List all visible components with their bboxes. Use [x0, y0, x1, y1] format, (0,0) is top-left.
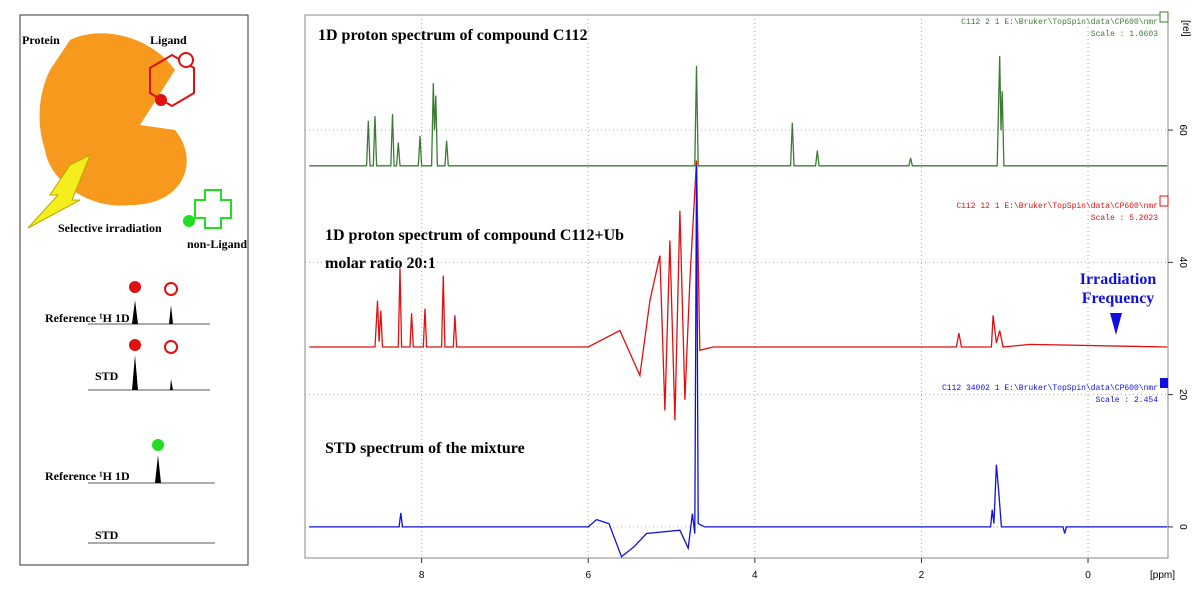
- ligand-dot-hollow: [164, 282, 178, 296]
- ligand-dot: [129, 339, 141, 351]
- annotation: molar ratio 20:1: [325, 255, 436, 272]
- x-tick-label: 8: [419, 570, 425, 581]
- x-tick-label: 4: [752, 570, 758, 581]
- spectrum-label: Reference ¹H 1D: [45, 311, 130, 325]
- spectrum-line: [309, 55, 1168, 167]
- series-scale: Scale : 5.2023: [1091, 214, 1158, 223]
- series-marker: [1159, 11, 1169, 23]
- spectrum-label: Reference ¹H 1D: [45, 469, 130, 483]
- ligand-dot-hollow: [164, 340, 178, 354]
- non-ligand-dot: [183, 215, 195, 227]
- mini-peaks: [132, 300, 173, 483]
- series-scale: Scale : 1.0603: [1091, 30, 1158, 39]
- y-tick-label: 0: [1177, 524, 1188, 530]
- x-axis-label: [ppm]: [1150, 570, 1175, 581]
- series-marker: [1160, 378, 1168, 388]
- non-ligand-shape: [194, 189, 232, 229]
- series-label: STD spectrum of the mixture: [325, 440, 525, 457]
- plot-frame: [304, 14, 1169, 559]
- y-tick-label: 40: [1177, 257, 1188, 269]
- y-tick-label: 20: [1177, 389, 1188, 401]
- x-tick-label: 0: [1085, 570, 1091, 581]
- mini-spectra: [88, 323, 215, 544]
- ligand-ring: [149, 53, 195, 108]
- protein-label: Protein: [22, 33, 60, 47]
- spectrum-line: [309, 160, 1168, 421]
- y-tick-label: 60: [1177, 125, 1188, 137]
- series-info: C112 34002 1 E:\Bruker\TopSpin\data\CP60…: [942, 384, 1158, 393]
- lightning: [27, 153, 91, 229]
- non-ligand-label: non-Ligand: [187, 237, 247, 251]
- series-marker: [1159, 195, 1169, 207]
- x-tick-label: 6: [585, 570, 591, 581]
- non-ligand-dot: [152, 439, 164, 451]
- annotation: Frequency: [1082, 290, 1155, 307]
- ligand-label: Ligand: [150, 33, 187, 47]
- x-tick-label: 2: [919, 570, 925, 581]
- series-info: C112 2 1 E:\Bruker\TopSpin\data\CP600\nm…: [961, 18, 1158, 27]
- annotation: Irradiation: [1080, 271, 1157, 288]
- spectrum-label: STD: [95, 369, 119, 383]
- irradiation-arrow: [1110, 313, 1122, 335]
- series-label: 1D proton spectrum of compound C112+Ub: [325, 227, 624, 244]
- ligand-dot-hollow: [178, 52, 194, 68]
- y-axis-label: [rel]: [1180, 20, 1191, 37]
- series-info: C112 12 1 E:\Bruker\TopSpin\data\CP600\n…: [956, 202, 1158, 211]
- ligand-dot: [129, 281, 141, 293]
- ligand-dot: [155, 94, 167, 106]
- spectrum-label: STD: [95, 528, 119, 542]
- irradiation-label: Selective irradiation: [58, 221, 162, 235]
- series-scale: Scale : 2.454: [1096, 396, 1159, 405]
- series-label: 1D proton spectrum of compound C112: [318, 27, 588, 44]
- spectrum-line: [309, 165, 1168, 558]
